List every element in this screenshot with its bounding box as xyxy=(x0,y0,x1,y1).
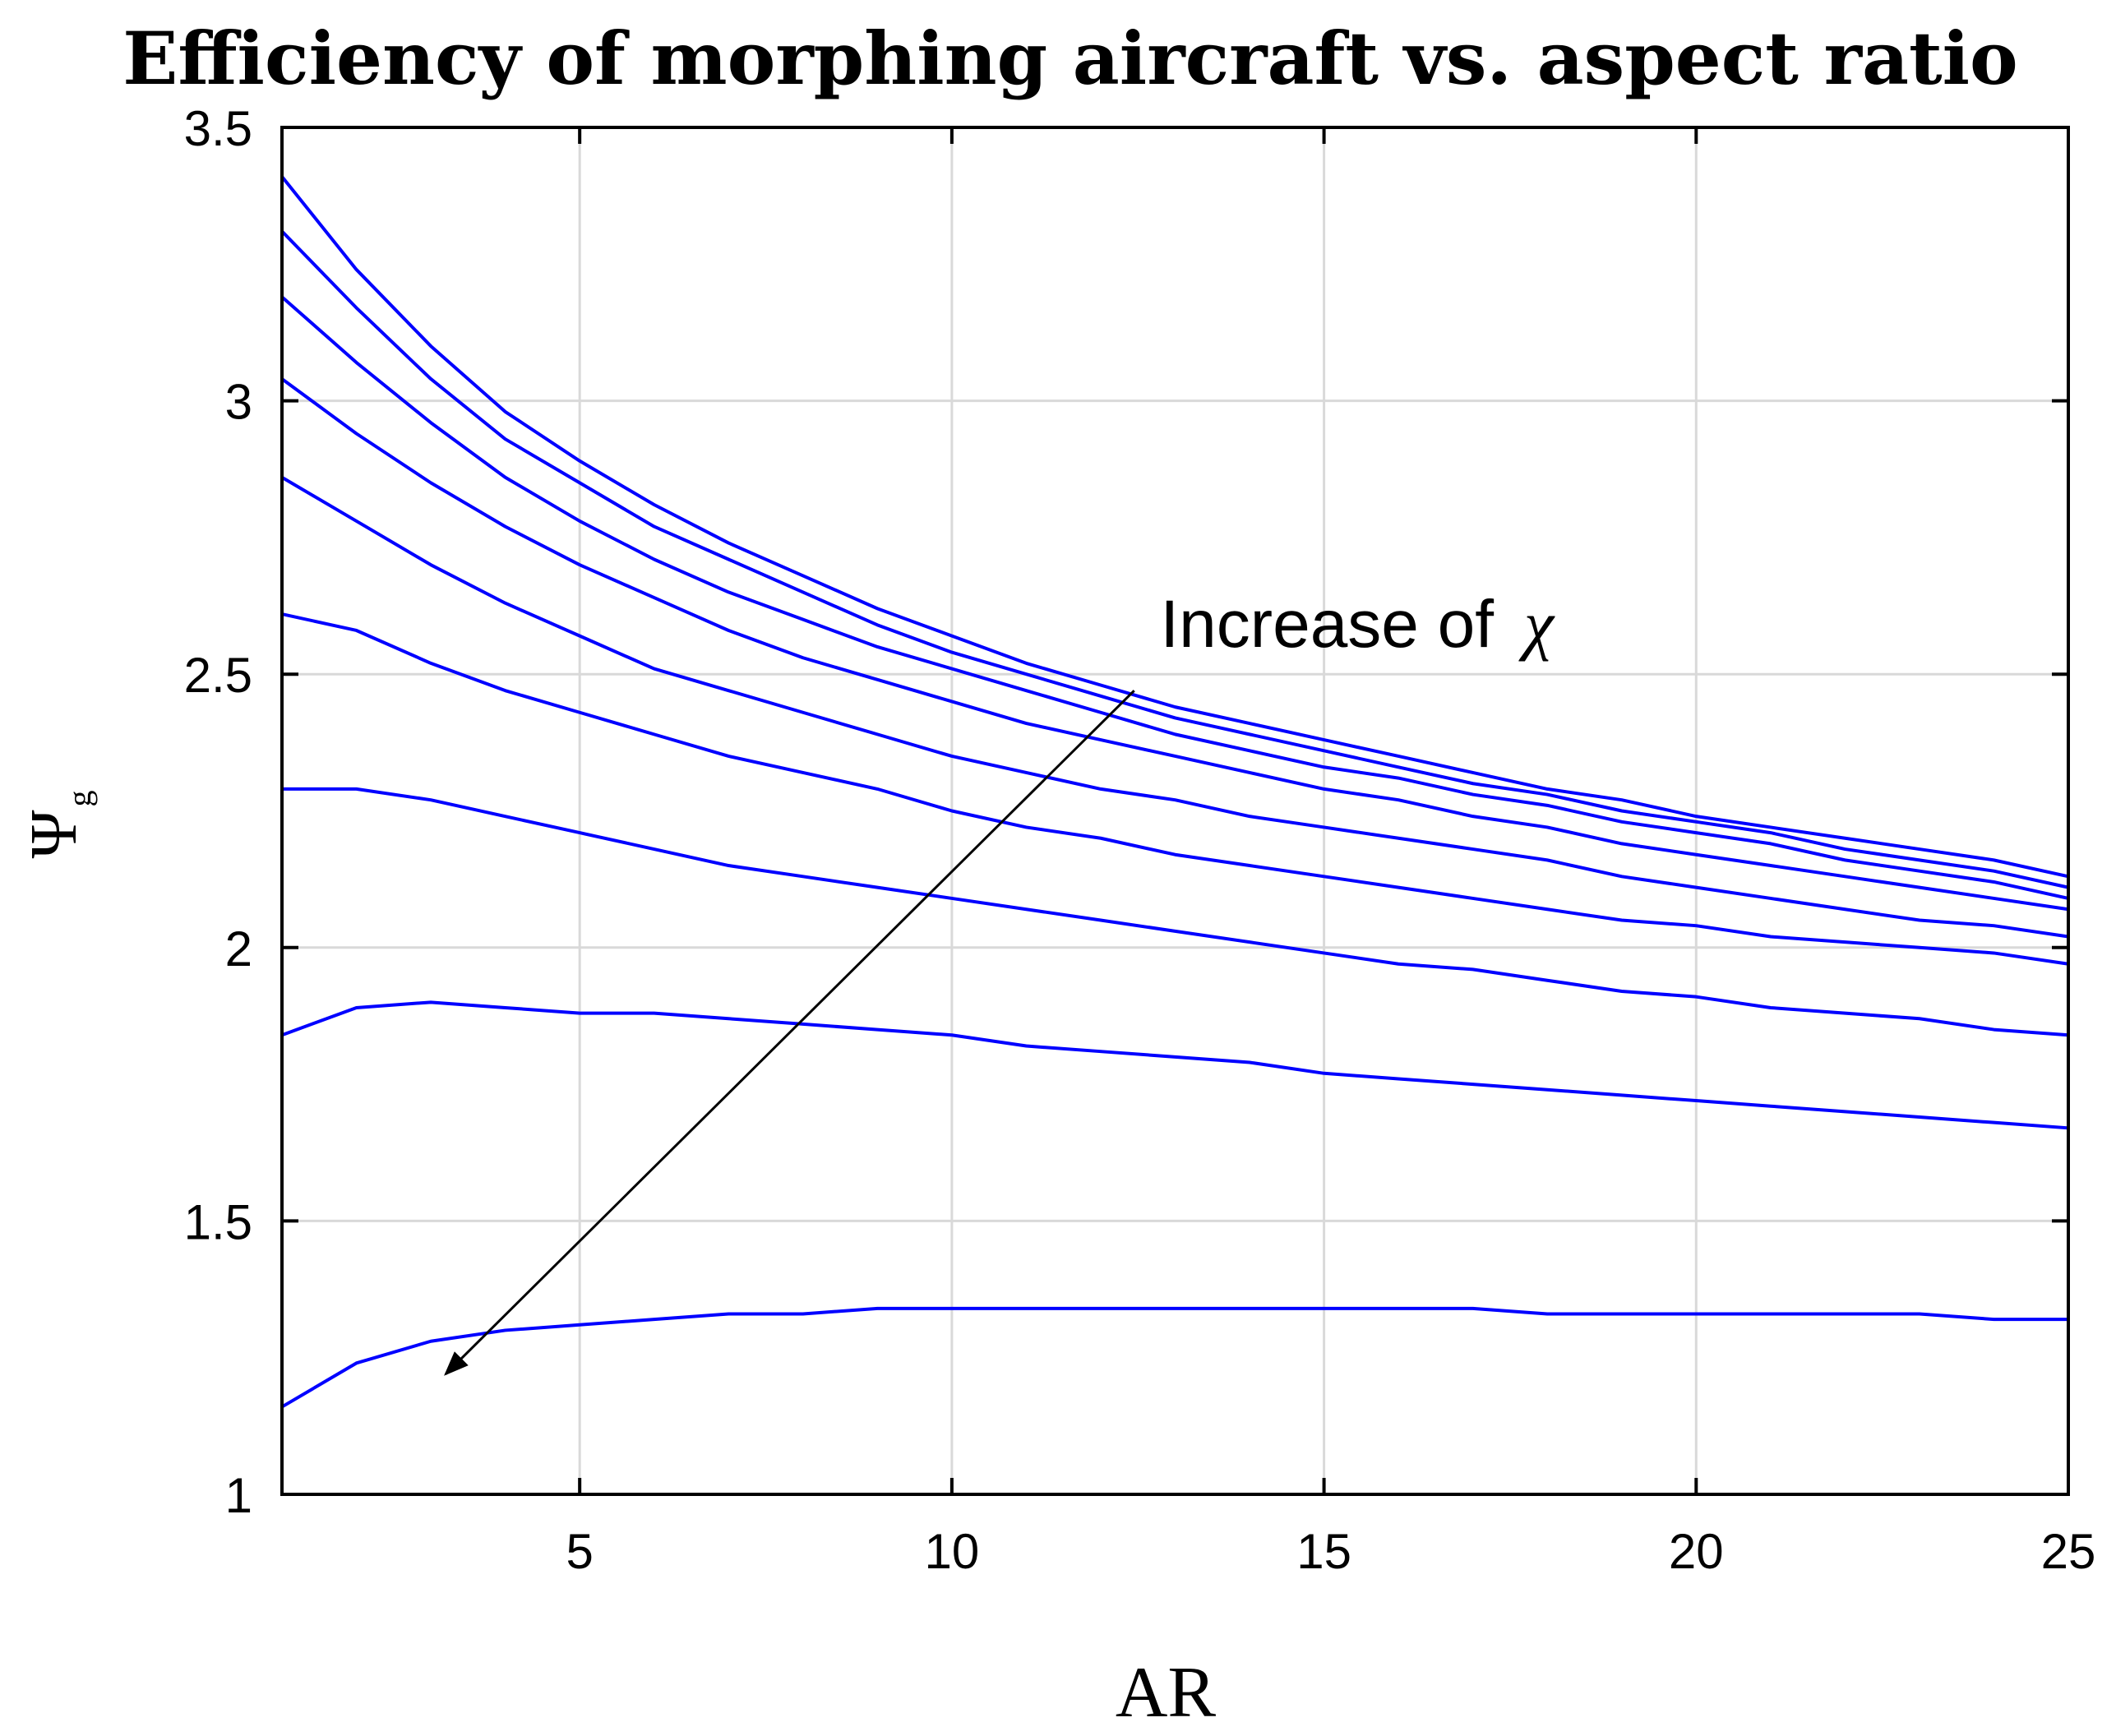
y-axis-label: Ψg xyxy=(18,790,98,858)
chart-title: Efficiency of morphing aircraft vs. aspe… xyxy=(122,16,2018,101)
grid xyxy=(282,126,2070,1496)
axes-box xyxy=(280,126,2070,1496)
series-group xyxy=(280,175,2069,1409)
series-line-8 xyxy=(281,1000,2069,1130)
y-tick-label: 2 xyxy=(225,921,252,976)
y-axis-label-main: Ψg xyxy=(18,790,98,858)
annotation-group: Increase of χ xyxy=(444,587,1555,1376)
x-tick-label: 25 xyxy=(2041,1524,2096,1579)
series-line-9 xyxy=(280,1306,2068,1409)
tick-group: 5 10 15 20 25 1 1.5 2 2.5 3 3.5 xyxy=(184,101,2096,1579)
y-tick-label: 3.5 xyxy=(184,101,252,156)
annotation-symbol: χ xyxy=(1518,587,1555,662)
series-line-2 xyxy=(280,229,2069,889)
annotation-text: Increase of χ xyxy=(1160,587,1555,662)
x-tick-label: 20 xyxy=(1669,1524,1724,1579)
y-tick-label: 2.5 xyxy=(184,648,252,703)
annotation-label: Increase of xyxy=(1160,587,1494,662)
series-line-4 xyxy=(280,377,2069,912)
x-tick-label: 5 xyxy=(566,1524,593,1579)
x-tick-label: 15 xyxy=(1296,1524,1351,1579)
series-line-6 xyxy=(281,612,2069,966)
x-axis-label: AR xyxy=(1116,1653,1217,1733)
x-tick-label: 10 xyxy=(925,1524,980,1579)
series-line-1 xyxy=(280,175,2069,879)
y-tick-label: 1 xyxy=(225,1468,252,1523)
y-tick-label: 1.5 xyxy=(184,1194,252,1249)
series-line-7 xyxy=(282,787,2069,1037)
y-tick-label: 3 xyxy=(225,375,252,430)
series-line-3 xyxy=(280,295,2069,900)
annotation-arrow xyxy=(444,690,1135,1376)
series-line-5 xyxy=(280,476,2069,939)
